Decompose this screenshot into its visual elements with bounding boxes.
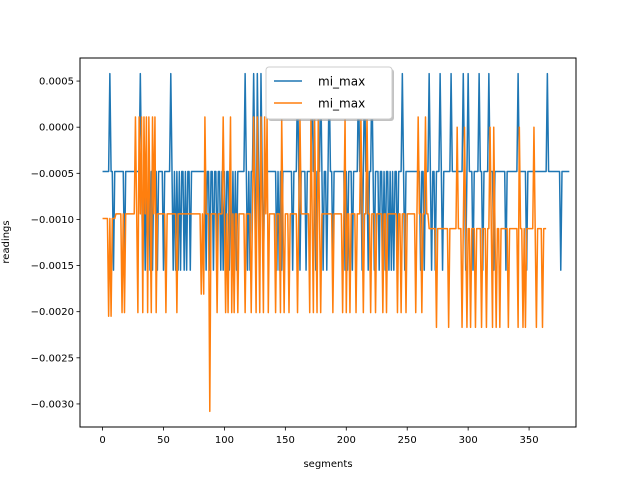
series-line-2 [102,116,547,413]
y-axis: −0.0030 −0.0025 −0.0020 −0.0015 −0.0010 −0.00… [31,77,80,410]
x-tick-label: 200 [337,435,356,446]
y-tick-label: −0.0015 [31,261,74,272]
y-tick-label: −0.0030 [31,399,74,410]
series-layer [102,72,570,413]
x-tick-label: 0 [99,435,105,446]
legend-label-2: mi_max [318,97,365,111]
legend: mi_max mi_max [265,66,394,121]
x-axis: 0 50 100 150 200 250 300 350 [99,427,539,446]
x-tick-label: 300 [459,435,478,446]
y-axis-label: readings [1,220,12,263]
legend-box [265,66,393,120]
y-tick-label: −0.0025 [31,353,74,364]
axes-frame [79,57,577,428]
y-tick-label: 0.0005 [39,77,74,88]
x-axis-label: segments [303,459,352,470]
x-tick-label: 50 [157,435,170,446]
series-line-1 [102,72,570,271]
y-tick-label: −0.0020 [31,307,74,318]
y-tick-label: −0.0010 [31,215,74,226]
x-tick-label: 250 [398,435,417,446]
legend-label-1: mi_max [318,75,365,89]
x-tick-label: 350 [520,435,539,446]
y-tick-label: 0.0000 [39,123,74,134]
x-tick-label: 100 [215,435,234,446]
x-tick-label: 150 [276,435,295,446]
y-tick-label: −0.0005 [31,169,74,180]
